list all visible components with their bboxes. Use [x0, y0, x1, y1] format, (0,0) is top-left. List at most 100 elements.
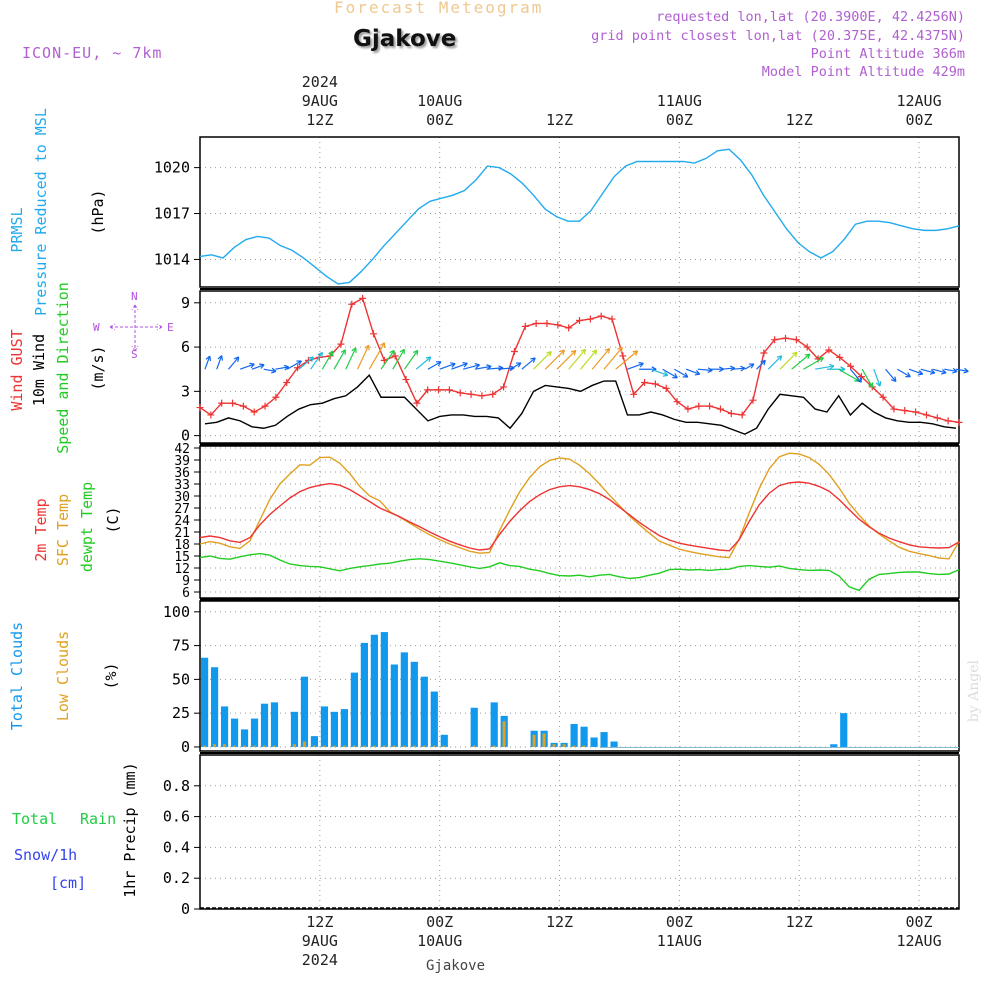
- cloud-bar: [240, 729, 249, 747]
- gust-marker: [901, 407, 909, 415]
- y-tick-label: 0.2: [163, 869, 190, 887]
- gust-marker: [521, 322, 529, 330]
- gust-marker: [760, 349, 768, 357]
- wind-arrow: [451, 362, 468, 370]
- wind-arrow-head: [530, 357, 536, 363]
- y-tick-label: 1020: [154, 159, 190, 177]
- pressure-label-desc: Pressure Reduced to MSL: [32, 108, 50, 316]
- wind-arrow-head: [425, 356, 432, 362]
- low-cloud-bar: [442, 745, 446, 747]
- gust-marker: [554, 321, 562, 329]
- y-tick-label: 42: [174, 442, 190, 457]
- time-tick-line: 00Z: [905, 913, 933, 931]
- temp-2m-line: [199, 481, 960, 552]
- compass-arrows: [109, 304, 163, 352]
- time-tick-line: 2024: [301, 73, 338, 91]
- low-cloud-bar: [412, 745, 416, 747]
- time-tick-line: 2024: [301, 951, 338, 969]
- wind-arrow-head: [271, 367, 277, 374]
- gust-marker: [196, 404, 204, 412]
- wind-arrow: [216, 355, 223, 370]
- wind-arrow-head: [760, 359, 766, 366]
- y-tick-label: 0.8: [163, 777, 190, 795]
- wind-arrow: [556, 350, 577, 370]
- clouds-label-low: Low Clouds: [54, 631, 72, 721]
- gust-marker: [890, 405, 898, 413]
- wind-arrow: [615, 350, 638, 370]
- y-tick-label: 21: [174, 526, 190, 541]
- wind-arrow-head: [217, 355, 224, 361]
- wind-arrow-head: [546, 350, 552, 357]
- cloud-bar: [320, 706, 329, 747]
- gust-marker: [413, 399, 421, 407]
- cloud-bar: [570, 723, 578, 747]
- cloud-bar: [590, 737, 598, 747]
- gust-marker: [391, 352, 399, 360]
- low-cloud-bar: [203, 745, 206, 747]
- gust-marker: [532, 319, 540, 327]
- time-tick-label: 11AUG 00Z: [634, 92, 724, 130]
- wind-arrow: [321, 350, 334, 370]
- gust-marker: [348, 300, 356, 308]
- gust-marker: [879, 393, 887, 401]
- gust-marker: [912, 408, 920, 416]
- gust-marker: [706, 402, 714, 410]
- wind-arrow-head: [317, 351, 323, 358]
- wind-arrow: [251, 364, 265, 370]
- wind-arrow: [838, 368, 860, 382]
- gust-marker: [500, 383, 508, 391]
- gust-marker: [283, 378, 291, 386]
- wind-arrow-head: [604, 347, 611, 354]
- low-cloud-bar: [332, 745, 336, 747]
- grid-point-coords: grid point closest lon,lat (20.375E, 42.…: [591, 28, 965, 44]
- y-tick-label: 15: [174, 550, 190, 565]
- y-tick-label: 18: [174, 538, 190, 553]
- wind-arrow: [674, 368, 689, 378]
- gust-marker: [944, 417, 952, 425]
- low-cloud-bar: [272, 745, 276, 747]
- clouds-label-total: Total Clouds: [8, 622, 26, 730]
- wind-label-gust: Wind GUST: [8, 329, 26, 410]
- y-tick-label: 39: [174, 454, 190, 469]
- gust-marker: [478, 392, 486, 400]
- time-tick-label: 00Z 11AUG: [634, 913, 724, 951]
- pressure-label-prmsl: PRMSL: [8, 207, 26, 252]
- wind-arrow: [544, 349, 565, 370]
- cloud-bar: [340, 709, 349, 747]
- low-cloud-bar: [232, 745, 236, 747]
- wind-arrow-head: [617, 346, 623, 353]
- cloud-bar: [220, 706, 229, 747]
- time-tick-line: 12Z: [545, 913, 574, 931]
- gust-marker: [836, 353, 844, 361]
- wind-arrow: [744, 363, 755, 370]
- wind-arrow: [486, 367, 504, 370]
- wind-arrow-head: [662, 371, 669, 377]
- cloud-bar: [310, 736, 319, 747]
- low-cloud-bar: [262, 745, 266, 747]
- time-tick-label: 12Z: [515, 913, 605, 932]
- wind-arrow-head: [818, 357, 824, 363]
- wind-arrow-head: [804, 353, 811, 359]
- wind-arrow-head: [682, 372, 689, 378]
- wind-arrow-head: [351, 347, 357, 353]
- wind-arrow: [591, 348, 611, 370]
- low-cloud-bar: [582, 745, 586, 747]
- wind-arrow: [415, 356, 432, 370]
- wind-arrow: [239, 363, 255, 370]
- y-tick-label: 6: [182, 586, 190, 601]
- wind-arrow: [310, 352, 323, 370]
- wind-arrow: [861, 368, 874, 388]
- gust-marker: [662, 384, 670, 392]
- y-tick-label: 25: [172, 704, 190, 722]
- wind-arrow: [580, 349, 598, 370]
- location-title: Gjakove: [353, 26, 457, 52]
- wind-arrow: [568, 348, 586, 370]
- wind-arrow-head: [729, 365, 736, 372]
- compass-e: E: [167, 321, 174, 334]
- wind-arrow: [474, 365, 492, 370]
- wind-arrow-head: [868, 382, 874, 388]
- cloud-bar: [370, 634, 378, 747]
- wind-arrow: [955, 368, 969, 372]
- low-cloud-bar: [552, 744, 556, 747]
- gust-marker: [576, 317, 583, 325]
